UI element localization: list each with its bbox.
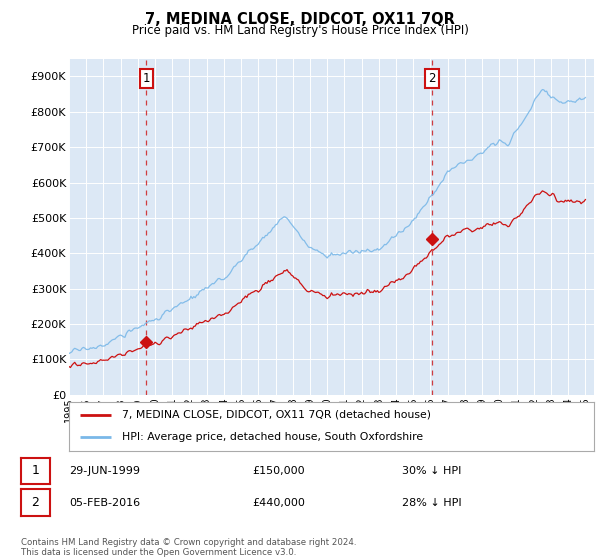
Text: £440,000: £440,000 xyxy=(252,498,305,508)
Text: £150,000: £150,000 xyxy=(252,466,305,476)
Text: 7, MEDINA CLOSE, DIDCOT, OX11 7QR: 7, MEDINA CLOSE, DIDCOT, OX11 7QR xyxy=(145,12,455,27)
Text: 7, MEDINA CLOSE, DIDCOT, OX11 7QR (detached house): 7, MEDINA CLOSE, DIDCOT, OX11 7QR (detac… xyxy=(121,410,431,420)
Text: Contains HM Land Registry data © Crown copyright and database right 2024.
This d: Contains HM Land Registry data © Crown c… xyxy=(21,538,356,557)
Text: 1: 1 xyxy=(31,464,40,478)
Text: HPI: Average price, detached house, South Oxfordshire: HPI: Average price, detached house, Sout… xyxy=(121,432,422,442)
Text: 2: 2 xyxy=(31,496,40,510)
Text: 05-FEB-2016: 05-FEB-2016 xyxy=(69,498,140,508)
Text: 2: 2 xyxy=(428,72,436,85)
Text: 28% ↓ HPI: 28% ↓ HPI xyxy=(402,498,461,508)
Text: Price paid vs. HM Land Registry's House Price Index (HPI): Price paid vs. HM Land Registry's House … xyxy=(131,24,469,37)
Text: 30% ↓ HPI: 30% ↓ HPI xyxy=(402,466,461,476)
Text: 1: 1 xyxy=(143,72,150,85)
Text: 29-JUN-1999: 29-JUN-1999 xyxy=(69,466,140,476)
